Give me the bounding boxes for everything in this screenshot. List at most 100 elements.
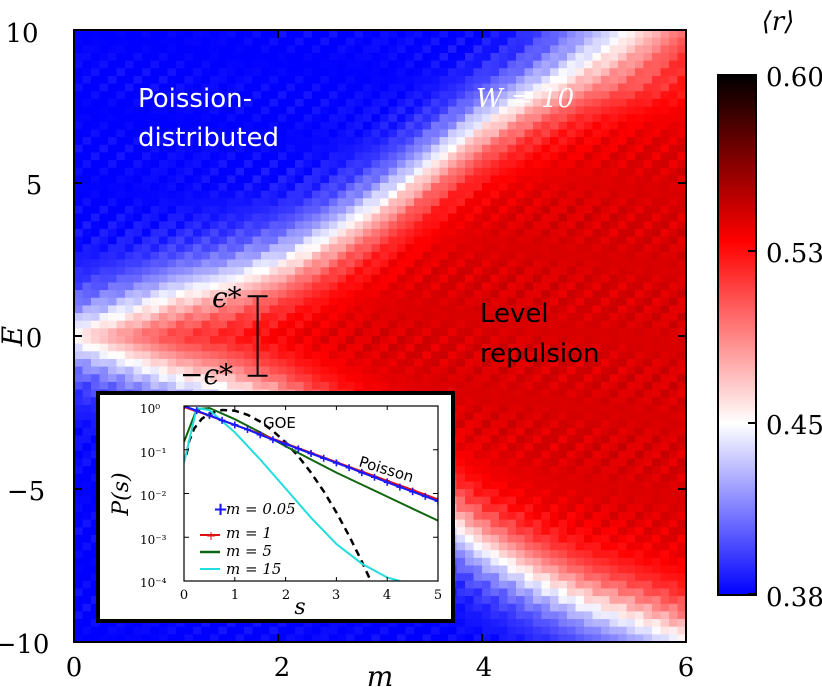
heatmap-cell bbox=[422, 328, 432, 337]
heatmap-cell bbox=[252, 121, 262, 131]
heatmap-cell bbox=[567, 588, 577, 597]
heatmap-cell bbox=[125, 152, 135, 161]
heatmap-cell bbox=[584, 114, 594, 123]
heatmap-cell bbox=[346, 267, 356, 276]
heatmap-cell bbox=[575, 397, 585, 406]
heatmap-cell bbox=[448, 121, 458, 131]
heatmap-cell bbox=[116, 205, 126, 215]
heatmap-cell bbox=[244, 251, 254, 261]
heatmap-cell bbox=[482, 466, 492, 475]
heatmap-cell bbox=[286, 91, 296, 100]
heatmap-cell bbox=[218, 328, 228, 337]
heatmap-cell bbox=[184, 297, 194, 306]
heatmap-cell bbox=[184, 267, 194, 276]
heatmap-cell bbox=[541, 75, 551, 85]
heatmap-cell bbox=[167, 121, 177, 131]
heatmap-cell bbox=[473, 121, 483, 131]
heatmap-cell bbox=[116, 137, 126, 146]
heatmap-cell bbox=[567, 381, 577, 391]
heatmap-cell bbox=[541, 481, 551, 490]
heatmap-cell bbox=[176, 259, 186, 268]
heatmap-cell bbox=[516, 519, 526, 528]
heatmap-cell bbox=[439, 626, 449, 635]
heatmap-cell bbox=[99, 626, 109, 635]
heatmap-cell bbox=[558, 106, 568, 115]
heatmap-cell bbox=[558, 236, 568, 245]
heatmap-cell bbox=[592, 481, 602, 490]
heatmap-cell bbox=[533, 305, 543, 314]
heatmap-cell bbox=[397, 121, 407, 131]
heatmap-cell bbox=[584, 420, 594, 429]
heatmap-cell bbox=[201, 167, 211, 176]
heatmap-cell bbox=[210, 236, 220, 245]
heatmap-cell bbox=[499, 121, 509, 131]
heatmap-cell bbox=[320, 282, 330, 291]
heatmap-cell bbox=[558, 358, 568, 368]
heatmap-cell bbox=[473, 542, 483, 551]
heatmap-cell bbox=[465, 267, 475, 276]
heatmap-cell bbox=[558, 374, 568, 383]
heatmap-cell bbox=[584, 297, 594, 306]
heatmap-cell bbox=[261, 137, 271, 146]
heatmap-cell bbox=[363, 167, 373, 176]
heatmap-cell bbox=[567, 366, 577, 375]
heatmap-cell bbox=[261, 374, 271, 383]
heatmap-cell bbox=[218, 274, 228, 284]
heatmap-cell bbox=[235, 183, 245, 192]
heatmap-cell bbox=[592, 580, 602, 590]
heatmap-cell bbox=[269, 282, 279, 291]
heatmap-cell bbox=[184, 144, 194, 153]
heatmap-cell bbox=[312, 221, 322, 230]
heatmap-cell bbox=[354, 144, 364, 153]
heatmap-cell bbox=[524, 228, 534, 238]
heatmap-cell bbox=[507, 519, 517, 528]
heatmap-cell bbox=[329, 213, 339, 222]
heatmap-cell bbox=[125, 75, 135, 85]
heatmap-cell bbox=[524, 160, 534, 169]
heatmap-cell bbox=[371, 351, 381, 360]
heatmap-cell bbox=[210, 190, 220, 199]
heatmap-cell bbox=[567, 228, 577, 238]
heatmap-cell bbox=[74, 619, 84, 628]
heatmap-cell bbox=[74, 60, 84, 69]
heatmap-cell bbox=[244, 626, 254, 635]
heatmap-cell bbox=[507, 343, 517, 352]
heatmap-cell bbox=[278, 106, 288, 115]
heatmap-cell bbox=[388, 221, 398, 230]
heatmap-cell bbox=[456, 313, 466, 322]
heatmap-cell bbox=[74, 427, 84, 437]
heatmap-cell bbox=[575, 412, 585, 421]
heatmap-cell bbox=[397, 60, 407, 69]
heatmap-cell bbox=[303, 274, 313, 284]
heatmap-cell bbox=[550, 466, 560, 475]
heatmap-cell bbox=[592, 213, 602, 222]
heatmap-cell bbox=[227, 619, 237, 628]
heatmap-cell bbox=[133, 83, 143, 92]
heatmap-cell bbox=[473, 435, 483, 444]
heatmap-cell bbox=[431, 305, 441, 314]
heatmap-cell bbox=[422, 160, 432, 169]
heatmap-cell bbox=[235, 190, 245, 199]
heatmap-cell bbox=[439, 114, 449, 123]
heatmap-cell bbox=[516, 37, 526, 46]
heatmap-cell bbox=[193, 374, 203, 383]
heatmap-cell bbox=[507, 489, 517, 498]
heatmap-cell bbox=[312, 634, 322, 642]
heatmap-cell bbox=[550, 626, 560, 635]
heatmap-cell bbox=[354, 313, 364, 322]
heatmap-cell bbox=[516, 83, 526, 92]
heatmap-cell bbox=[354, 228, 364, 238]
heatmap-cell bbox=[499, 106, 509, 115]
heatmap-cell bbox=[337, 190, 347, 199]
heatmap-cell bbox=[329, 30, 339, 39]
heatmap-cell bbox=[235, 626, 245, 635]
heatmap-cell bbox=[482, 274, 492, 284]
heatmap-cell bbox=[193, 190, 203, 199]
heatmap-cell bbox=[82, 443, 92, 452]
heatmap-cell bbox=[303, 366, 313, 375]
heatmap-cell bbox=[354, 137, 364, 146]
heatmap-cell bbox=[227, 328, 237, 337]
heatmap-cell bbox=[490, 534, 500, 544]
heatmap-cell bbox=[456, 496, 466, 505]
heatmap-cell bbox=[507, 167, 517, 176]
